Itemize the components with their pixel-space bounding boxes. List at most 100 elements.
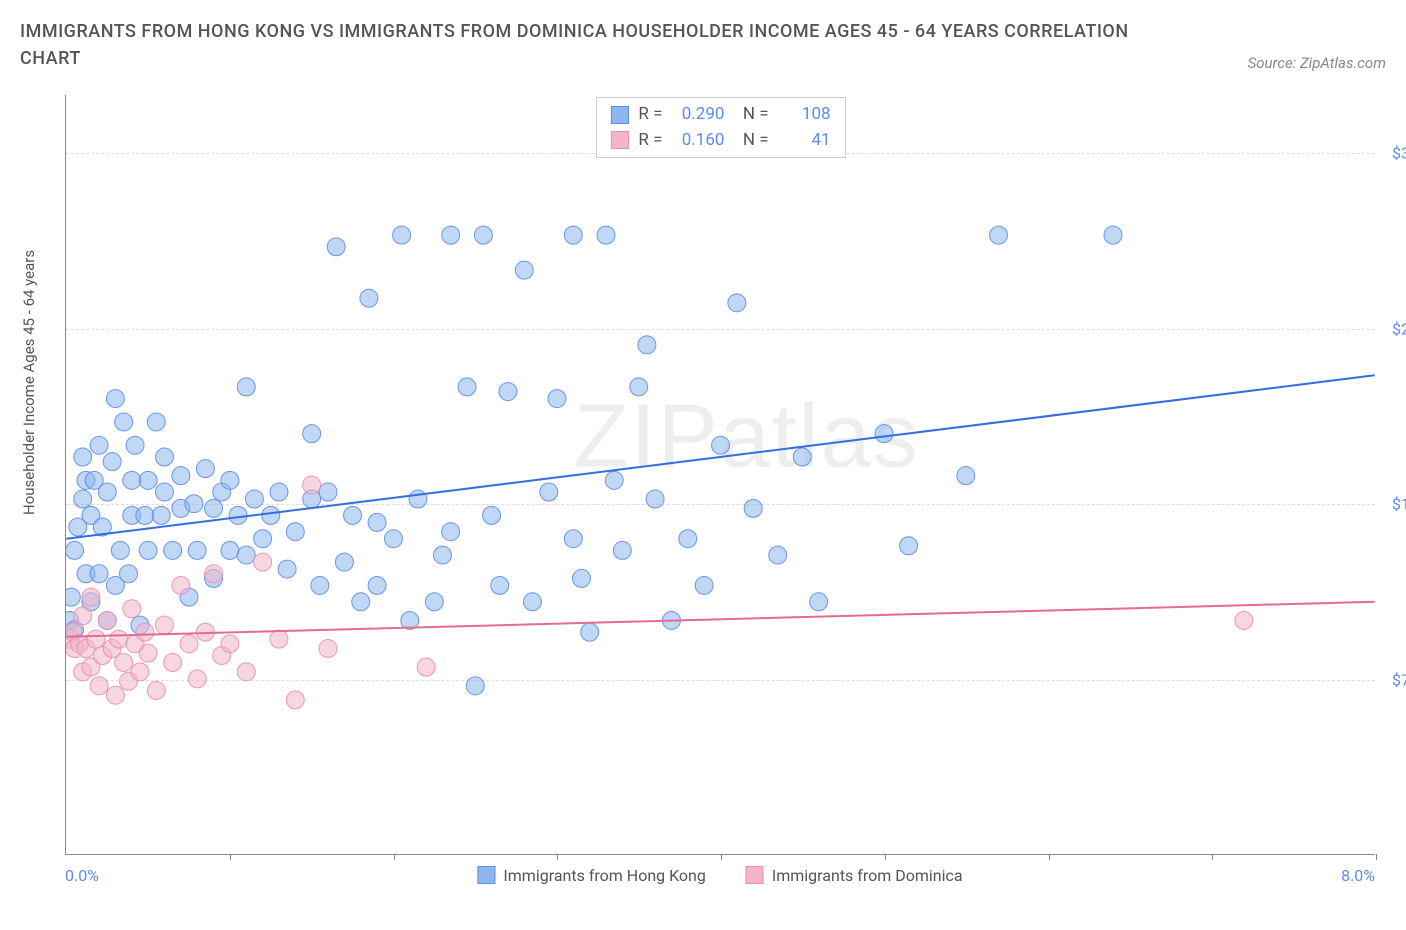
data-point — [123, 600, 141, 618]
data-point — [499, 383, 517, 401]
data-point — [87, 630, 105, 648]
data-point — [136, 623, 154, 641]
data-point — [352, 593, 370, 611]
legend-label: Immigrants from Dominica — [772, 866, 963, 885]
data-point — [188, 670, 206, 688]
chart-source: Source: ZipAtlas.com — [1248, 54, 1386, 72]
data-point — [638, 336, 656, 354]
x-tick — [1376, 854, 1377, 860]
y-tick-label: $300,000 — [1380, 144, 1406, 163]
data-point — [123, 471, 141, 489]
data-point — [523, 593, 541, 611]
data-point — [712, 436, 730, 454]
data-point — [115, 413, 133, 431]
data-point — [237, 546, 255, 564]
data-point — [384, 530, 402, 548]
stat-value-n: 108 — [779, 102, 831, 128]
legend-swatch — [477, 866, 495, 884]
data-point — [106, 686, 124, 704]
legend-label: Immigrants from Hong Kong — [503, 866, 705, 885]
data-point — [237, 663, 255, 681]
data-point — [769, 546, 787, 564]
data-point — [793, 448, 811, 466]
y-axis-label: Householder Income Ages 45 - 64 years — [20, 250, 38, 515]
data-point — [630, 378, 648, 396]
data-point — [254, 553, 272, 571]
data-point — [139, 644, 157, 662]
data-point — [442, 523, 460, 541]
x-axis-max: 8.0% — [1341, 866, 1375, 885]
data-point — [82, 588, 100, 606]
correlation-legend: R =0.290 N =108R =0.160 N =41 — [595, 97, 845, 158]
data-point — [597, 226, 615, 244]
data-point — [335, 553, 353, 571]
data-point — [311, 576, 329, 594]
data-point — [115, 654, 133, 672]
data-point — [74, 607, 92, 625]
data-point — [613, 541, 631, 559]
data-point — [417, 658, 435, 676]
data-point — [147, 413, 165, 431]
data-point — [155, 616, 173, 634]
data-point — [425, 593, 443, 611]
data-point — [221, 471, 239, 489]
data-point — [679, 530, 697, 548]
data-point — [605, 471, 623, 489]
data-point — [458, 378, 476, 396]
data-point — [564, 530, 582, 548]
data-point — [90, 677, 108, 695]
stat-value-r: 0.160 — [672, 128, 724, 154]
data-point — [147, 682, 165, 700]
data-point — [466, 677, 484, 695]
data-point — [875, 425, 893, 443]
data-point — [205, 565, 223, 583]
data-point — [196, 460, 214, 478]
data-point — [164, 654, 182, 672]
data-point — [90, 436, 108, 454]
data-point — [442, 226, 460, 244]
data-point — [98, 611, 116, 629]
scatter-svg — [66, 95, 1375, 854]
data-point — [474, 226, 492, 244]
plot-region: ZIPatlas R =0.290 N =108R =0.160 N =41 $… — [65, 95, 1375, 855]
data-point — [744, 499, 762, 517]
data-point — [188, 541, 206, 559]
data-point — [172, 576, 190, 594]
data-point — [278, 560, 296, 578]
stat-label-r: R = — [638, 128, 662, 154]
data-point — [262, 506, 280, 524]
data-point — [646, 490, 664, 508]
data-point — [990, 226, 1008, 244]
data-point — [270, 483, 288, 501]
data-point — [491, 576, 509, 594]
data-point — [319, 483, 337, 501]
data-point — [548, 390, 566, 408]
legend-item: Immigrants from Dominica — [746, 866, 963, 885]
legend-swatch — [610, 131, 628, 149]
data-point — [581, 623, 599, 641]
data-point — [368, 576, 386, 594]
chart-title: IMMIGRANTS FROM HONG KONG VS IMMIGRANTS … — [20, 18, 1170, 72]
data-point — [695, 576, 713, 594]
data-point — [303, 476, 321, 494]
data-point — [810, 593, 828, 611]
data-point — [1235, 611, 1253, 629]
data-point — [90, 565, 108, 583]
stat-value-r: 0.290 — [672, 102, 724, 128]
data-point — [185, 495, 203, 513]
data-point — [245, 490, 263, 508]
data-point — [103, 453, 121, 471]
data-point — [327, 238, 345, 256]
data-point — [483, 506, 501, 524]
data-point — [131, 663, 149, 681]
trend-line — [66, 375, 1374, 538]
data-point — [319, 639, 337, 657]
legend-stat-row: R =0.160 N =41 — [610, 128, 830, 154]
data-point — [540, 483, 558, 501]
data-point — [136, 506, 154, 524]
y-tick-label: $75,000 — [1380, 670, 1406, 689]
stat-label-n: N = — [734, 128, 768, 154]
data-point — [1104, 226, 1122, 244]
data-point — [393, 226, 411, 244]
chart-header: IMMIGRANTS FROM HONG KONG VS IMMIGRANTS … — [0, 0, 1406, 80]
